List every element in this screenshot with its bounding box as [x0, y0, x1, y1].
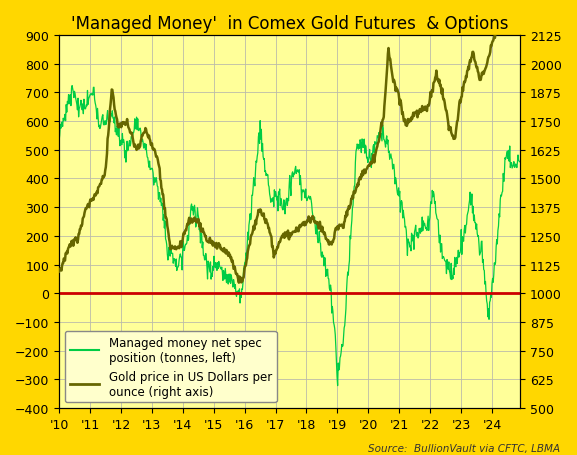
Text: Source:  BullionVault via CFTC, LBMA: Source: BullionVault via CFTC, LBMA	[368, 443, 560, 453]
Legend: Managed money net spec
position (tonnes, left), Gold price in US Dollars per
oun: Managed money net spec position (tonnes,…	[65, 331, 276, 402]
Title: 'Managed Money'  in Comex Gold Futures  & Options: 'Managed Money' in Comex Gold Futures & …	[71, 15, 508, 33]
